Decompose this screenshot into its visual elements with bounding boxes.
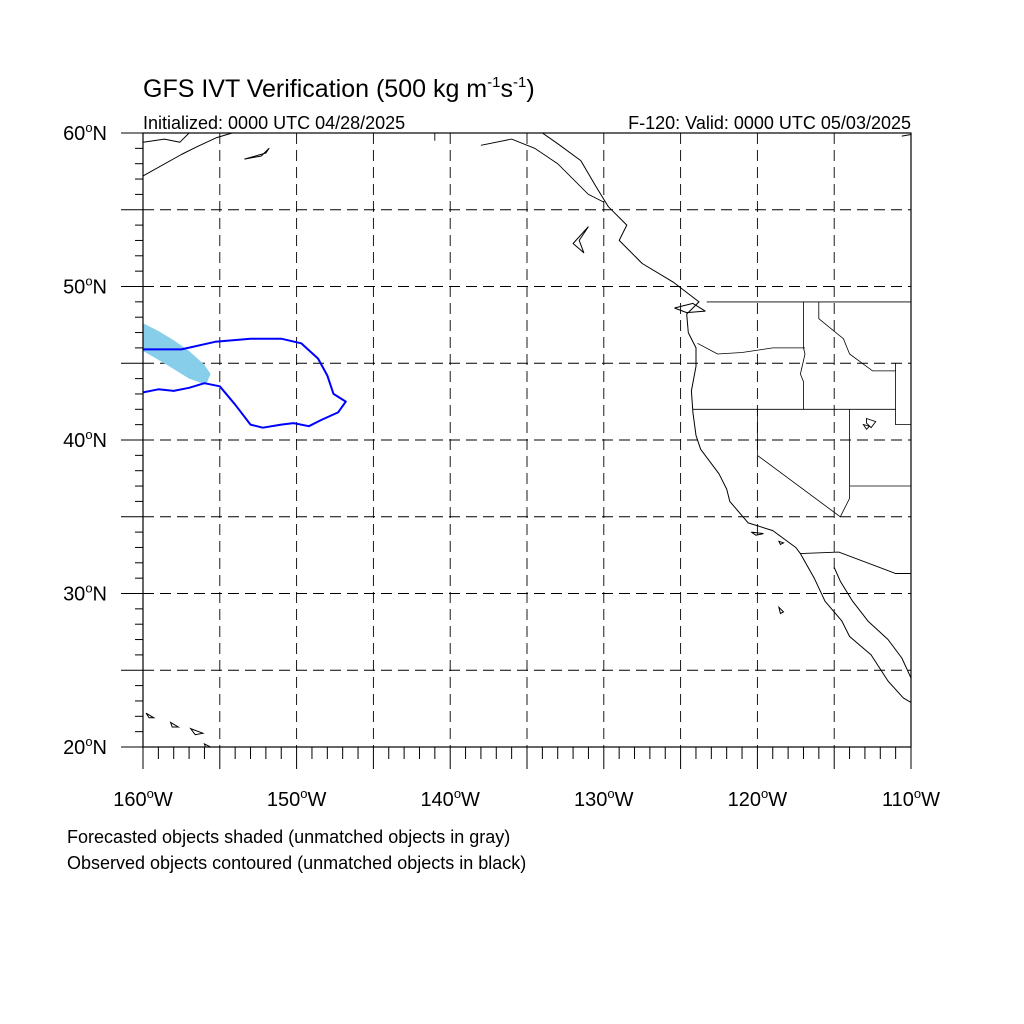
lake-outline <box>862 423 871 431</box>
state-boundary <box>757 409 841 518</box>
axis-ticks <box>121 132 912 769</box>
state-boundary <box>895 363 911 425</box>
lon-label: 130oW <box>574 786 634 811</box>
initialized-label: Initialized: 0000 UTC 04/28/2025 <box>143 113 405 133</box>
coastline <box>833 567 911 679</box>
lon-label: 160oW <box>113 786 173 811</box>
lon-label: 120oW <box>728 786 788 811</box>
observed-objects <box>143 337 347 429</box>
map-plot-area <box>143 133 911 747</box>
country-border <box>800 551 911 574</box>
lon-label: 110oW <box>882 786 940 811</box>
chart-title: GFS IVT Verification (500 kg m-1s-1) <box>143 74 535 103</box>
lat-label: 30oN <box>63 581 107 606</box>
coastline <box>542 133 911 703</box>
coastline <box>143 133 233 177</box>
lat-label: 50oN <box>63 274 107 299</box>
coastline <box>244 147 270 160</box>
country-border <box>480 138 605 203</box>
geography <box>143 133 911 747</box>
forecast-object-shade <box>143 323 211 385</box>
coastline <box>143 133 190 143</box>
graticule <box>143 133 911 747</box>
state-boundary <box>697 342 805 355</box>
island-outline <box>169 721 181 728</box>
forecast-objects <box>143 323 211 385</box>
state-boundary <box>839 409 850 517</box>
island-outline <box>203 742 212 747</box>
lake-outline <box>866 417 877 429</box>
longitude-labels: 160oW 150oW 140oW 130oW 120oW 110oW <box>113 786 940 811</box>
lat-label: 20oN <box>63 734 107 759</box>
island-outline <box>145 712 156 719</box>
state-boundary <box>818 301 896 372</box>
island-outline <box>777 605 785 615</box>
coastline <box>572 226 589 254</box>
map-frame <box>142 132 912 748</box>
island-outline <box>751 531 764 536</box>
coastline <box>674 302 706 314</box>
valid-label: F-120: Valid: 0000 UTC 05/03/2025 <box>628 113 911 133</box>
coastline <box>901 134 911 137</box>
observed-object-contour <box>143 337 347 429</box>
lat-label: 40oN <box>63 427 107 452</box>
state-boundary <box>799 301 806 410</box>
island-outline <box>189 727 205 736</box>
lat-label: 60oN <box>63 120 107 145</box>
footnote-forecast: Forecasted objects shaded (unmatched obj… <box>67 827 510 847</box>
latitude-labels: 60oN 50oN 40oN 30oN 20oN <box>63 120 107 759</box>
island-outline <box>777 540 785 546</box>
footnote-observed: Observed objects contoured (unmatched ob… <box>67 853 526 873</box>
lon-label: 150oW <box>267 786 327 811</box>
lon-label: 140oW <box>420 786 480 811</box>
